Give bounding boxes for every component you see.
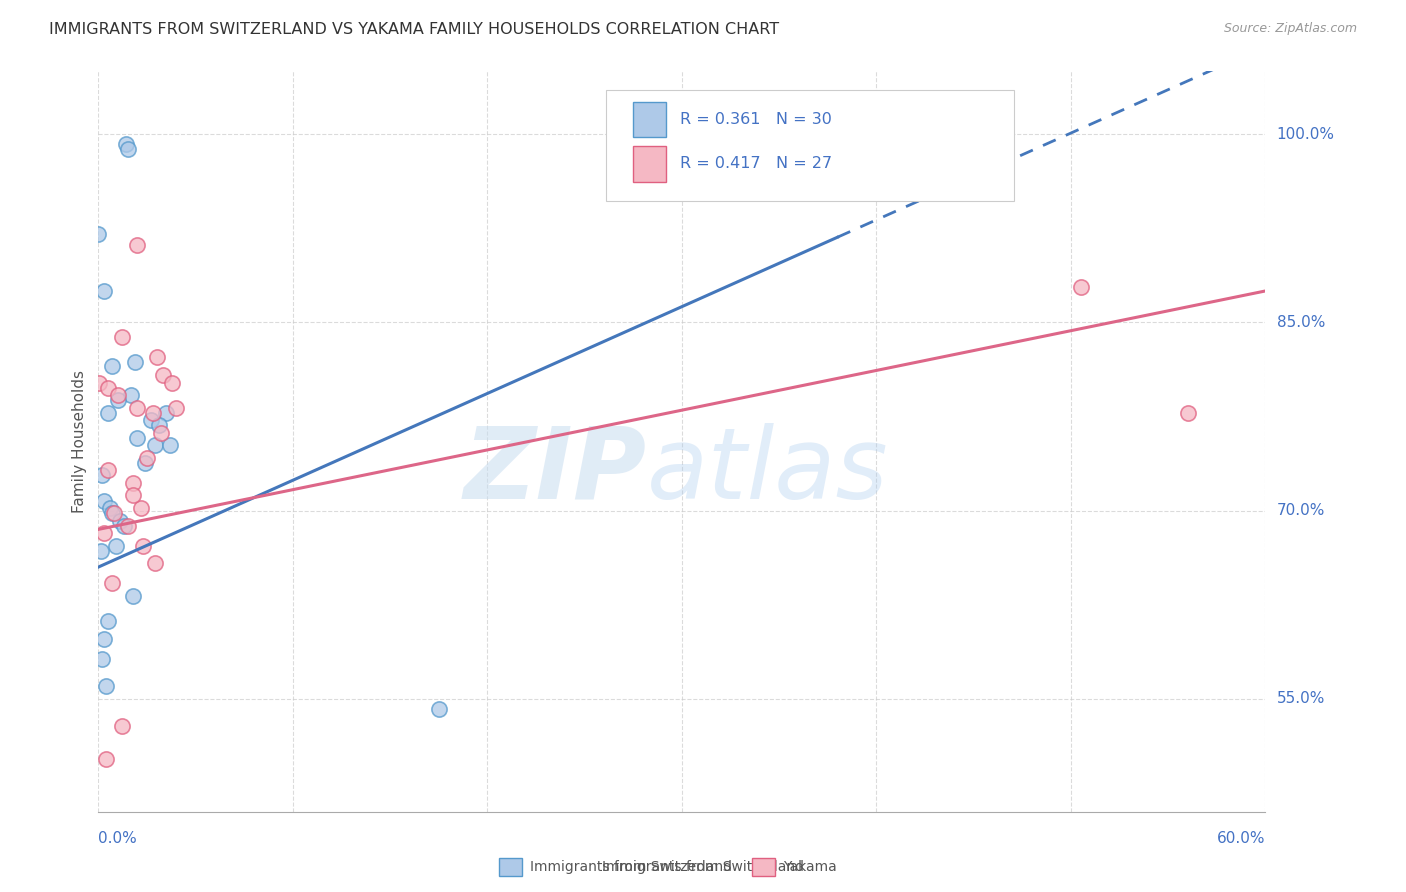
Point [143, 438, 166, 452]
Point [165, 401, 187, 415]
Point [148, 418, 170, 433]
Point [127, 237, 149, 252]
Point [122, 475, 145, 490]
Y-axis label: Family Households: Family Households [72, 370, 87, 513]
Text: 85.0%: 85.0% [1277, 315, 1324, 330]
Point [111, 719, 134, 733]
Text: 70.0%: 70.0% [1277, 503, 1324, 518]
Point [142, 406, 165, 420]
Point [101, 506, 124, 520]
Point [1177, 406, 1199, 420]
Point [1070, 280, 1092, 294]
Point [111, 330, 134, 344]
Point [114, 137, 136, 152]
Point [122, 488, 145, 502]
Point [87, 227, 110, 242]
Point [93, 632, 115, 646]
Point [103, 506, 125, 520]
Point [89, 376, 111, 390]
Point [98, 501, 121, 516]
Point [97, 463, 120, 477]
Point [101, 359, 124, 374]
Text: Yakama: Yakama [783, 860, 837, 874]
Point [97, 406, 120, 420]
FancyBboxPatch shape [633, 146, 665, 182]
Text: R = 0.417   N = 27: R = 0.417 N = 27 [679, 156, 832, 171]
Point [139, 413, 162, 427]
Point [97, 614, 120, 628]
Text: 0.0%: 0.0% [98, 830, 138, 846]
Point [132, 539, 155, 553]
Point [93, 284, 115, 298]
Point [107, 388, 129, 402]
Point [162, 376, 184, 390]
Point [96, 752, 118, 766]
Point [143, 556, 166, 570]
Point [134, 456, 156, 470]
Text: 100.0%: 100.0% [1277, 127, 1334, 142]
FancyBboxPatch shape [606, 90, 1015, 201]
Point [149, 425, 172, 440]
Text: IMMIGRANTS FROM SWITZERLAND VS YAKAMA FAMILY HOUSEHOLDS CORRELATION CHART: IMMIGRANTS FROM SWITZERLAND VS YAKAMA FA… [49, 22, 779, 37]
Point [146, 351, 169, 365]
Point [117, 142, 139, 156]
Point [117, 518, 139, 533]
Text: 60.0%: 60.0% [1218, 830, 1265, 846]
Point [427, 702, 450, 716]
Point [136, 450, 159, 465]
Text: Immigrants from Switzerland: Immigrants from Switzerland [602, 860, 804, 874]
Text: Immigrants from Switzerland: Immigrants from Switzerland [530, 860, 733, 874]
Point [152, 368, 174, 382]
Point [108, 514, 131, 528]
Point [90, 543, 112, 558]
Text: 55.0%: 55.0% [1277, 691, 1324, 706]
Point [122, 589, 145, 603]
Point [112, 518, 135, 533]
Text: R = 0.361   N = 30: R = 0.361 N = 30 [679, 112, 831, 127]
Point [129, 501, 152, 516]
Point [155, 406, 177, 420]
Point [107, 393, 129, 408]
Point [97, 381, 120, 395]
Point [96, 679, 118, 693]
Point [93, 526, 115, 541]
Point [101, 576, 124, 591]
Point [91, 651, 114, 665]
FancyBboxPatch shape [633, 102, 665, 137]
Text: Source: ZipAtlas.com: Source: ZipAtlas.com [1223, 22, 1357, 36]
Point [121, 388, 143, 402]
Point [159, 438, 181, 452]
Point [127, 431, 149, 445]
Point [91, 468, 114, 483]
Point [124, 355, 146, 369]
Point [93, 493, 115, 508]
Point [104, 539, 127, 553]
Text: ZIP: ZIP [464, 423, 647, 520]
Text: atlas: atlas [647, 423, 889, 520]
Point [127, 401, 149, 415]
